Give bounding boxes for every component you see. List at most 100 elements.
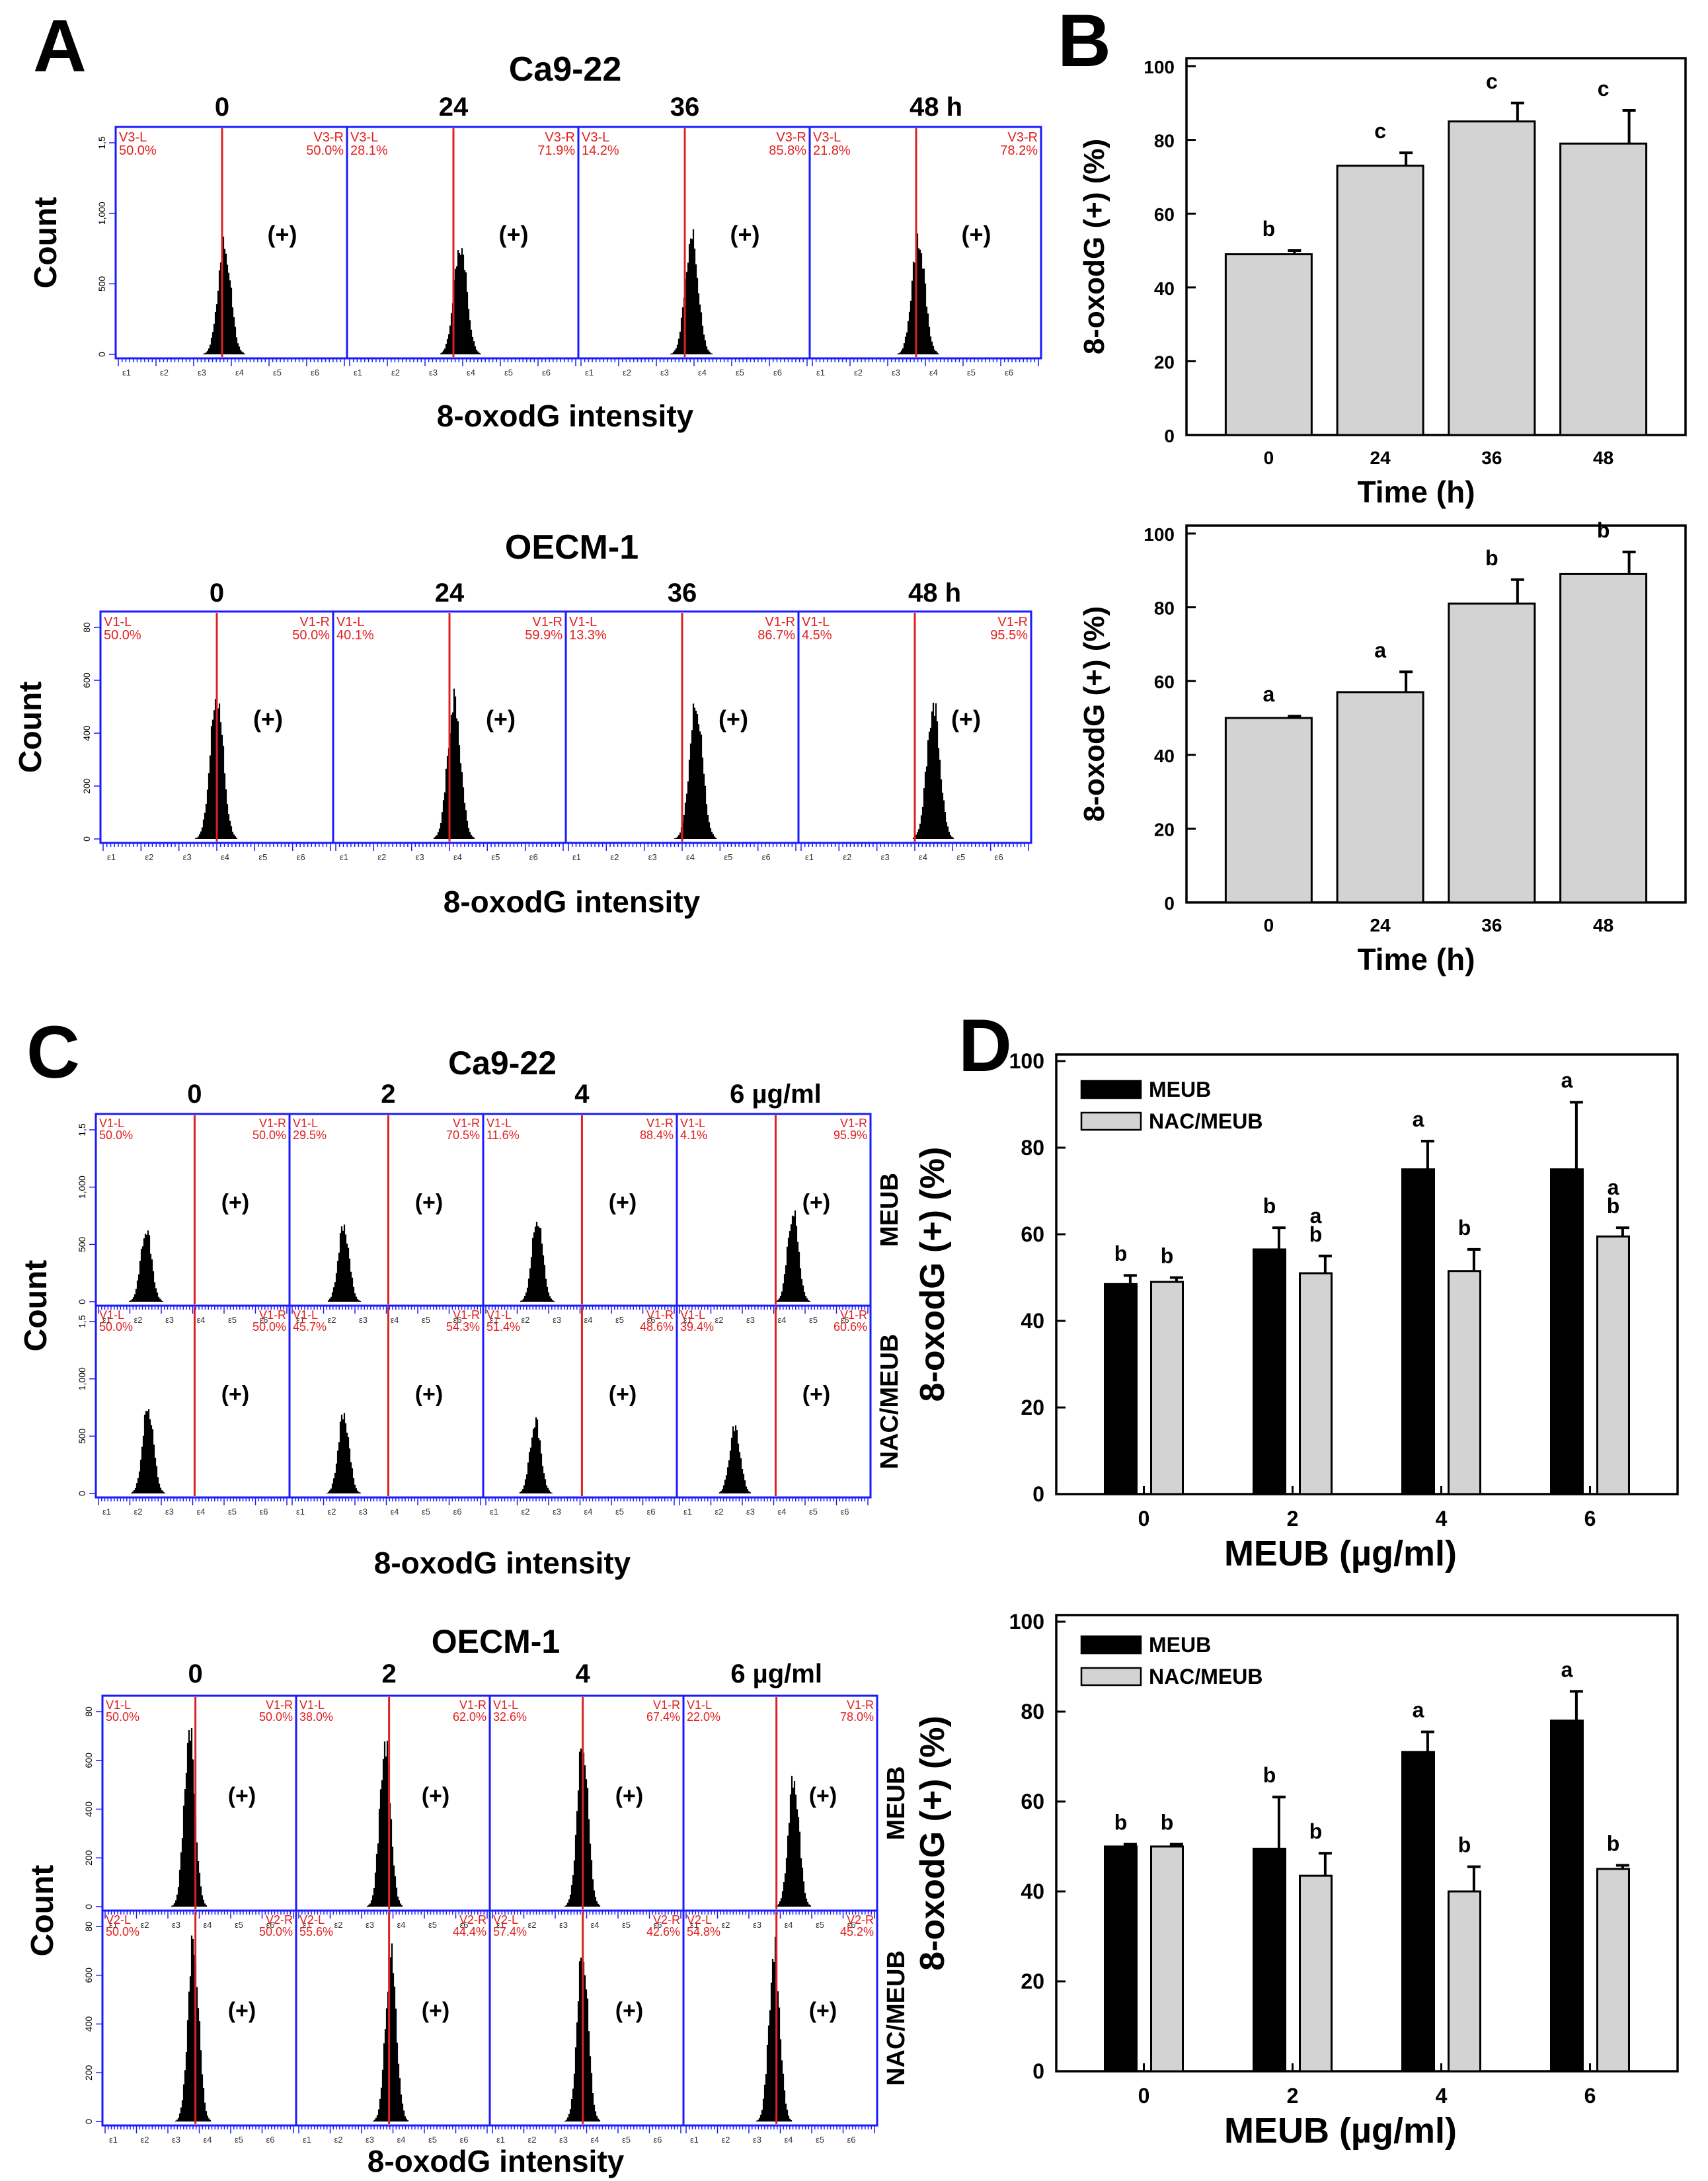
gate-right-name: V1-R (653, 1698, 680, 1712)
gate-right-name: V1-R (259, 1117, 286, 1130)
gate-left-name: V1-L (104, 615, 132, 629)
gate-left-name: V3-L (119, 130, 147, 145)
histogram-frame (95, 1113, 291, 1307)
gate-left-name: V1-L (293, 1308, 318, 1322)
x-tick-label: ε4 (204, 2135, 212, 2145)
x-tick-marks (685, 2125, 875, 2133)
significance-letter-line: b (1309, 1819, 1323, 1843)
gate-left-percent: 29.5% (293, 1129, 327, 1142)
x-tick-label: ε4 (221, 852, 229, 862)
bar (1550, 1168, 1584, 1495)
time-label: 0 (210, 578, 224, 608)
histogram-distribution (912, 702, 954, 839)
bar (1150, 1845, 1184, 2073)
bar (1401, 1168, 1435, 1495)
x-tick-label: ε4 (235, 368, 244, 377)
x-tick-label: ε1 (816, 368, 825, 377)
x-tick-marks (104, 2125, 294, 2133)
x-tick-label: ε1 (805, 852, 814, 862)
x-tick-label: ε1 (490, 1507, 498, 1517)
positive-label: (+) (415, 1382, 444, 1407)
bar (1104, 1845, 1138, 2073)
gate-left-name: V1-L (687, 1698, 712, 1712)
x-tick-label: 0 (1264, 915, 1274, 935)
x-tick-label: ε1 (354, 368, 362, 377)
positive-label: (+) (951, 705, 981, 733)
x-tick-label: ε2 (141, 1920, 149, 1930)
gate-right-name: V2-R (653, 1913, 680, 1926)
significance-letter: b (1114, 1811, 1128, 1835)
x-tick-label: ε3 (746, 1315, 755, 1325)
y-tick-label: 80 (83, 1921, 94, 1932)
y-tick-label: 60 (1021, 1790, 1044, 1813)
significance-letter-line: b (1597, 518, 1610, 542)
x-tick-label: ε4 (778, 1507, 787, 1517)
histogram-panel: V1-L50.0%V1-R50.0%(+)ε1 ε2 ε3 ε4 ε5 ε605001,0… (77, 1113, 291, 1325)
significance-letter: b (1458, 1833, 1471, 1857)
histogram-panel: V1-L4.5% V1-R95.5% (+) ε1 ε2 ε3 ε4 ε5 ε6 (797, 610, 1032, 862)
dose-label: 0 (188, 1659, 203, 1688)
gate-left-percent: 11.6% (486, 1129, 520, 1142)
x-tick-label: ε5 (615, 1315, 624, 1325)
x-tick-label: ε1 (109, 1920, 118, 1930)
y-tick-label: 60 (1154, 672, 1175, 692)
bar-chart-d-top: 0 20 40 60 80 100 8-oxodG (+) (%) MEUB (µg/ml) 0… (913, 1049, 1679, 1573)
x-tick-marks (679, 1497, 869, 1505)
positive-label: (+) (962, 221, 991, 248)
y-tick-label: 400 (83, 2016, 94, 2032)
y-tick-label: 1,5 (97, 136, 107, 149)
time-label: 48 h (908, 578, 961, 608)
x-tick-label: ε6 (847, 1920, 856, 1930)
gate-left-name: V3-L (582, 130, 609, 145)
x-tick-label: ε1 (585, 368, 594, 377)
panel-letter-b: B (1058, 0, 1111, 82)
gate-right-percent: 78.2% (1000, 143, 1038, 158)
positive-label: (+) (802, 1382, 831, 1407)
histogram-panel: V1-L39.4% V1-R60.6% (+) ε1 ε2 ε3 ε4 ε5 ε6 (676, 1304, 872, 1517)
significance-letter: a (1561, 1068, 1573, 1092)
y-tick-label: 0 (97, 352, 107, 357)
gate-right-percent: 95.9% (834, 1129, 867, 1142)
significance-letter: a (1413, 1698, 1424, 1722)
x-tick-label: ε4 (204, 1920, 212, 1930)
time-label: 48 h (910, 93, 962, 122)
gate-left-percent: 28.1% (350, 143, 388, 158)
histogram-panel: V3-L14.2% V3-R85.8% (+) ε1 ε2 ε3 ε4 ε5 ε6 (577, 126, 811, 377)
intensity-axis-label: 8-oxodG intensity (374, 1546, 631, 1580)
intensity-axis-label: 8-oxodG intensity (368, 2144, 625, 2178)
histogram-frame (288, 1304, 485, 1499)
x-tick-label: ε4 (391, 1315, 399, 1325)
gate-left-percent: 38.0% (299, 1710, 333, 1724)
gate-right-percent: 86.7% (757, 628, 795, 643)
y-tick-label: 1,5 (77, 1123, 87, 1136)
histogram-distribution (194, 699, 238, 839)
y-tick-label: 20 (1021, 1396, 1044, 1419)
gate-right-name: V2-R (847, 1913, 874, 1926)
bar (1104, 1283, 1138, 1495)
legend-swatch (1080, 1667, 1142, 1686)
gate-left-percent: 40.1% (336, 628, 374, 643)
y-tick-label: 1,000 (97, 202, 107, 225)
x-tick-label: ε2 (145, 852, 153, 862)
x-tick-label: ε2 (134, 1315, 143, 1325)
gate-left-percent: 13.3% (569, 628, 607, 643)
gate-left-name: V2-L (106, 1913, 131, 1926)
significance-letter-line: b (1161, 1811, 1174, 1835)
histogram-distribution (674, 703, 717, 839)
dose-label: 6 µg/ml (730, 1080, 822, 1109)
legend: MEUB NAC/MEUB (1080, 1633, 1262, 1688)
gate-left-name: V1-L (569, 615, 597, 629)
histogram-panel: V1-L11.6%V1-R88.4%(+)ε1 ε2 ε3 ε4 ε5 ε6 (482, 1113, 678, 1325)
x-tick-label: ε4 (778, 1315, 787, 1325)
histogram-distribution (519, 1417, 553, 1493)
histogram-frame (682, 1694, 878, 1912)
positive-label: (+) (615, 1999, 644, 2024)
histogram-panel: V1-L51.4% V1-R48.6% (+) ε1 ε2 ε3 ε4 ε5 ε6 (482, 1304, 678, 1517)
x-tick-marks (291, 1497, 481, 1505)
x-tick-label: ε4 (919, 852, 927, 862)
x-tick-label: ε5 (724, 852, 732, 862)
significance-letter: c (1598, 77, 1610, 100)
x-tick-label: ε4 (584, 1315, 593, 1325)
gate-right-name: V3-R (776, 130, 806, 145)
gate-left-name: V2-L (687, 1913, 712, 1926)
